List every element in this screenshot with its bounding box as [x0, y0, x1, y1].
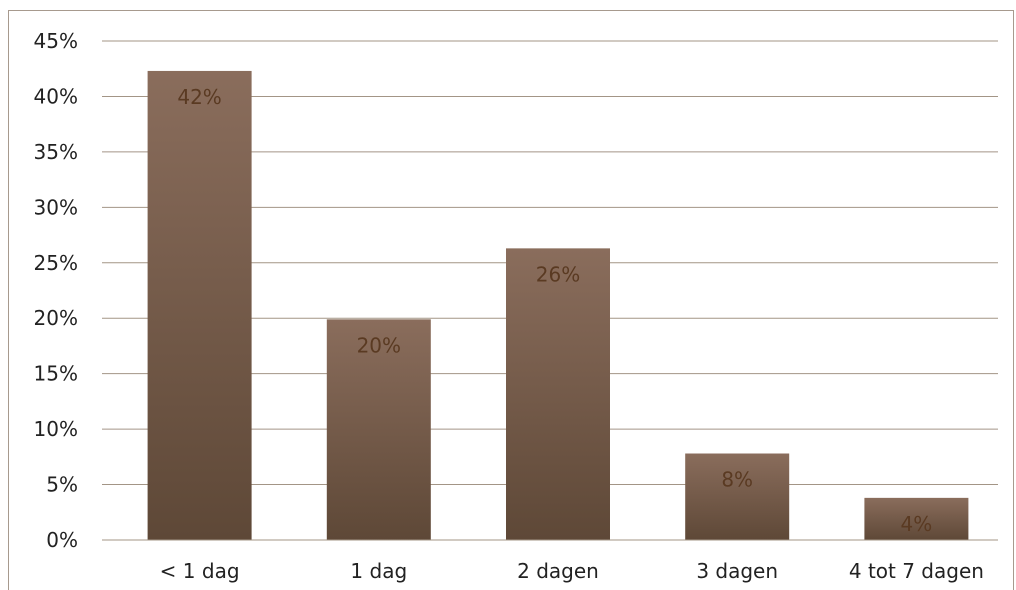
y-tick-label: 0% [46, 528, 78, 552]
x-tick-label: 2 dagen [517, 559, 599, 583]
x-axis-ticks: < 1 dag 1 dag 2 dagen 3 dagen 4 tot 7 dagen [160, 559, 984, 583]
y-tick-label: 20% [34, 306, 78, 330]
x-tick-label: 3 dagen [696, 559, 778, 583]
y-tick-label: 45% [34, 29, 78, 53]
y-tick-label: 40% [34, 84, 78, 108]
bar [506, 248, 610, 540]
bars [147, 70, 969, 540]
x-tick-label: 4 tot 7 dagen [849, 559, 984, 583]
bar [864, 497, 969, 540]
y-tick-label: 35% [34, 140, 78, 164]
data-label: 42% [177, 85, 221, 109]
y-tick-label: 30% [34, 195, 78, 219]
y-tick-label: 25% [34, 251, 78, 275]
bar [147, 70, 252, 540]
y-tick-label: 15% [34, 362, 78, 386]
y-tick-label: 10% [34, 417, 78, 441]
data-label: 4% [901, 512, 933, 536]
bar [685, 453, 790, 540]
data-label: 8% [721, 468, 753, 492]
data-label: 26% [536, 262, 580, 286]
x-tick-label: 1 dag [350, 559, 407, 583]
bar [326, 319, 431, 540]
data-labels: 42% 20% 26% 8% 4% [177, 85, 932, 536]
y-axis-ticks: 0% 5% 10% 15% 20% 25% 30% 35% 40% 45% [34, 29, 78, 552]
data-label: 20% [357, 333, 401, 357]
y-tick-label: 5% [46, 473, 78, 497]
x-tick-label: < 1 dag [160, 559, 240, 583]
